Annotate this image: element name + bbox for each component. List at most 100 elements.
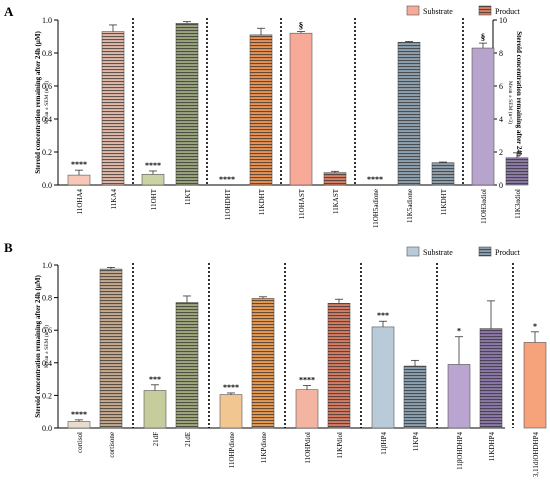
bar	[67, 421, 91, 429]
significance-label: §	[299, 21, 304, 31]
y2-tick-label: 10	[499, 16, 507, 25]
x-tick-label: 11KPdiol	[336, 432, 344, 459]
significance-label: ****	[299, 376, 315, 385]
x-tick-label: 11OHDHT	[224, 188, 232, 220]
x-tick-label: 11KDHT	[258, 188, 266, 215]
y-tick-label: 0.8	[42, 294, 52, 303]
significance-label: ****	[223, 383, 239, 392]
bar-hatch	[252, 298, 274, 428]
y-tick-label: 0.2	[42, 391, 52, 400]
x-tick-label: 11K5adione	[406, 189, 414, 223]
x-tick-label: cortisone	[108, 432, 116, 458]
x-tick-label: 11KDHP4	[488, 432, 496, 462]
y2-tick-label: 0	[499, 181, 503, 190]
x-tick-label: 11OH3αdiol	[480, 189, 488, 224]
y-axis-label: Steroid concentration remaining after 24…	[34, 275, 42, 418]
x-tick-label: 11OHA4	[76, 189, 84, 215]
bar-hatch	[250, 34, 272, 185]
significance-label: ****	[71, 410, 87, 419]
panel-letter-b: B	[4, 240, 13, 255]
x-tick-label: 11KP4	[412, 432, 420, 452]
legend-label: Substrate	[423, 248, 453, 257]
legend-label: Substrate	[423, 7, 453, 16]
x-tick-label: 11KDHT	[440, 188, 448, 215]
bar-hatch	[324, 172, 346, 185]
bar-hatch	[176, 23, 198, 185]
bar	[447, 364, 471, 429]
significance-label: *	[533, 322, 537, 331]
y2-tick-label: 2	[499, 148, 503, 157]
bar-hatch	[328, 303, 350, 428]
legend-swatch-hatch	[479, 6, 491, 15]
legend-swatch	[406, 246, 420, 257]
significance-label: *	[457, 327, 461, 336]
x-tick-label: 11βHP4	[380, 432, 388, 455]
bar	[523, 342, 547, 429]
bar-hatch	[480, 328, 502, 428]
bar	[295, 389, 319, 429]
y-axis-label-note: Mean ± SEM (n=3)	[43, 81, 50, 124]
legend-label: Product	[495, 248, 521, 257]
y2-axis-label: Steroid concentration remaining after 24…	[515, 31, 523, 174]
x-tick-label: 11OHAST	[298, 188, 306, 219]
x-tick-label: 11OHPdione	[228, 432, 236, 468]
bar	[67, 174, 91, 186]
x-tick-label: 21dF	[152, 432, 160, 447]
bar	[219, 394, 243, 429]
significance-label: ***	[149, 375, 161, 384]
bar	[289, 32, 313, 186]
x-tick-label: 21dE	[184, 432, 192, 447]
bar-hatch	[398, 42, 420, 186]
bar-hatch	[100, 269, 122, 428]
x-tick-label: cortisol	[76, 432, 84, 453]
y2-axis-label-note: Mean ± SEM (n=3)	[507, 81, 514, 124]
y-tick-label: 0.4	[42, 359, 52, 368]
y-tick-label: 0.6	[42, 326, 52, 335]
x-tick-label: 11KT	[184, 188, 192, 205]
chart-panel-a: 0.0 0.2 0.4 0.6 0.8 1.0 0 2 4 6 8 10 Steroid concent…	[34, 5, 529, 228]
y2-tick-label: 4	[499, 115, 503, 124]
y2-tick-label: 6	[499, 82, 503, 91]
significance-label: ****	[145, 161, 161, 170]
panel-letter-a: A	[4, 4, 14, 19]
y-tick-label: 0.8	[42, 49, 52, 58]
y-axis-label: Steroid concentration remaining after 24…	[34, 31, 42, 174]
legend-label: Product	[495, 7, 521, 16]
bar	[371, 326, 395, 429]
x-tick-label: 11OH5adione	[372, 189, 380, 228]
y-tick-label: 0.4	[42, 115, 52, 124]
significance-label: ***	[377, 311, 389, 320]
x-tick-label: 11KA4	[110, 189, 118, 210]
y2-tick-label: 8	[499, 49, 503, 58]
legend-swatch	[406, 5, 420, 16]
y-tick-label: 1.0	[42, 261, 52, 270]
significance-label: ****	[219, 175, 235, 184]
x-tick-label: 11OHT	[150, 188, 158, 210]
x-tick-label: 11K3αdiol	[514, 189, 522, 219]
y-tick-label: 0.0	[42, 424, 52, 433]
bar	[471, 47, 495, 186]
y-tick-label: 1.0	[42, 16, 52, 25]
significance-label: §	[481, 32, 486, 42]
bar	[143, 390, 167, 429]
y-axis-label-note: Mean ± SEM (n=3)	[43, 325, 50, 368]
bar-hatch	[506, 157, 528, 185]
x-tick-label: 11KPdione	[260, 432, 268, 463]
bar-hatch	[102, 31, 124, 185]
x-tick-label: 11OHPdiol	[304, 432, 312, 464]
significance-label: ****	[71, 160, 87, 169]
y-tick-label: 0.6	[42, 82, 52, 91]
y-tick-label: 0.2	[42, 148, 52, 157]
bar	[141, 173, 165, 186]
bar-hatch	[176, 302, 198, 428]
x-tick-label: 11βOHDHP4	[456, 432, 464, 470]
legend-swatch-hatch	[479, 247, 491, 256]
bar-hatch	[432, 162, 454, 185]
x-tick-label: 3,11diOHDHP4	[532, 432, 540, 478]
x-tick-label: 11KAST	[332, 188, 340, 214]
y-tick-label: 0.0	[42, 181, 52, 190]
bar-hatch	[404, 366, 426, 428]
significance-label: ****	[367, 175, 383, 184]
